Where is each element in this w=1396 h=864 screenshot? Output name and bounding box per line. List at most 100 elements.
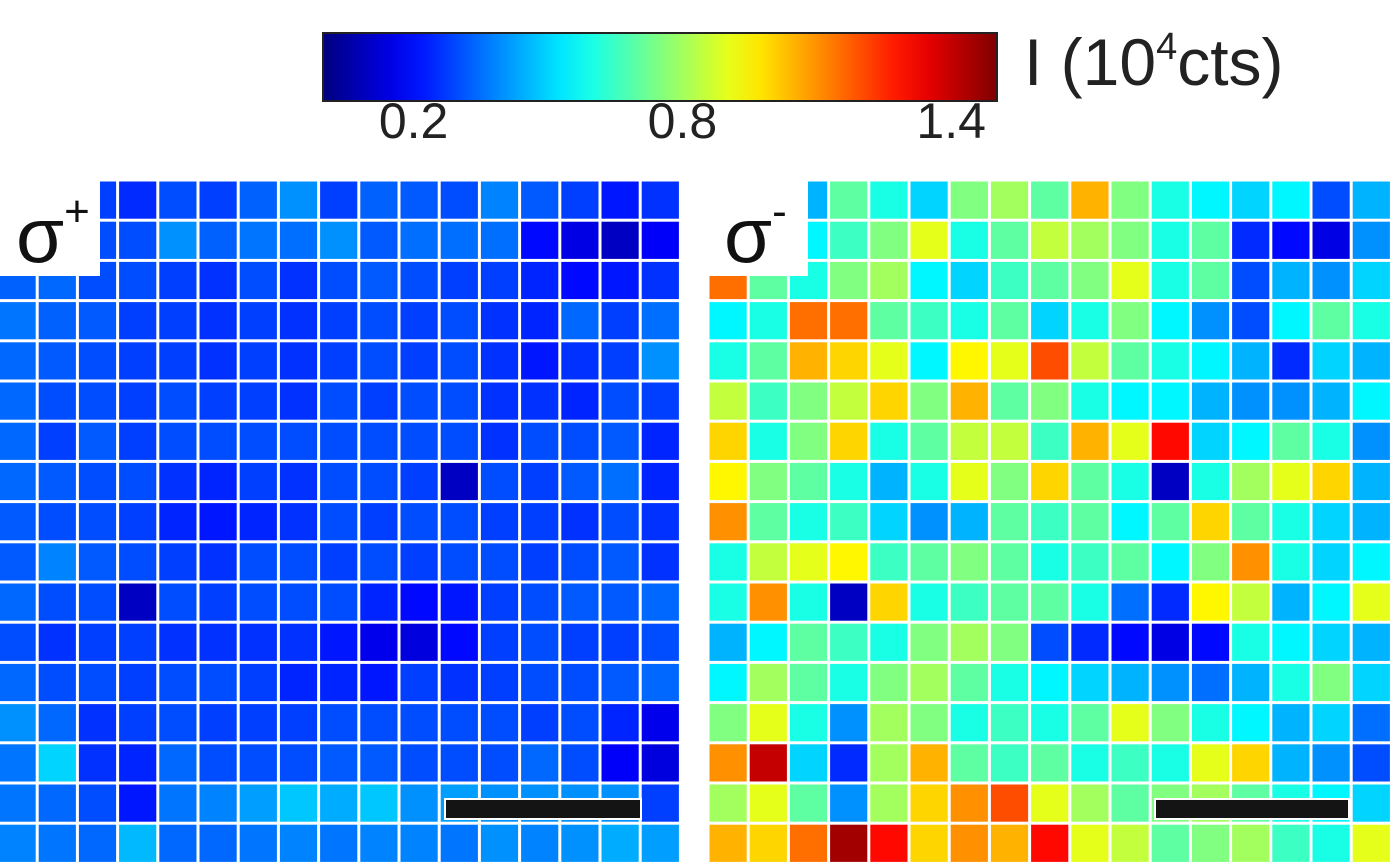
- heatmap-cell: [199, 382, 237, 420]
- heatmap-cell: [709, 302, 747, 340]
- heatmap-cell: [279, 623, 318, 661]
- heatmap-cell: [1272, 583, 1310, 621]
- heatmap-cell: [561, 704, 599, 742]
- heatmap-cell: [990, 422, 1029, 460]
- heatmap-cell: [910, 623, 948, 661]
- heatmap-cell: [910, 261, 948, 300]
- heatmap-cell: [1312, 824, 1350, 862]
- heatmap-cell: [830, 543, 868, 581]
- heatmap-cell: [119, 704, 157, 742]
- heatmap-cell: [440, 824, 478, 862]
- panel-label-superscript: +: [64, 187, 90, 236]
- heatmap-cell: [870, 663, 908, 702]
- heatmap-cell: [561, 824, 599, 862]
- heatmap-cell: [78, 824, 117, 862]
- heatmap-cell: [0, 744, 36, 782]
- heatmap-cell: [789, 784, 828, 822]
- heatmap-cell: [521, 824, 559, 862]
- colorbar: [322, 32, 998, 102]
- heatmap-cell: [38, 302, 76, 340]
- heatmap-cell: [601, 261, 639, 300]
- heatmap-cell: [1111, 663, 1149, 702]
- heatmap-cell: [1111, 422, 1149, 460]
- heatmap-cell: [320, 704, 358, 742]
- heatmap-cell: [1191, 824, 1230, 862]
- heatmap-cell: [709, 663, 747, 702]
- heatmap-cell: [521, 503, 559, 541]
- heatmap-cell: [1191, 744, 1230, 782]
- heatmap-cell: [119, 342, 157, 380]
- heatmap-cell: [1352, 342, 1390, 380]
- heatmap-cell: [990, 302, 1029, 340]
- heatmap-cell: [1071, 663, 1109, 702]
- heatmap-cell: [1111, 462, 1149, 501]
- heatmap-cell: [1352, 704, 1390, 742]
- heatmap-cell: [749, 784, 787, 822]
- heatmap-cell: [199, 663, 237, 702]
- heatmap-cell: [601, 704, 639, 742]
- heatmap-cell: [360, 583, 398, 621]
- heatmap-cell: [159, 342, 197, 380]
- heatmap-cell: [38, 623, 76, 661]
- heatmap-cell: [1272, 261, 1310, 300]
- heatmap-cell: [1031, 744, 1069, 782]
- heatmap-cell: [830, 382, 868, 420]
- heatmap-cell: [1352, 784, 1390, 822]
- heatmap-cell: [601, 221, 639, 259]
- heatmap-cell: [561, 503, 599, 541]
- colorbar-label: I (104cts): [1024, 26, 1284, 99]
- heatmap-cell: [239, 543, 277, 581]
- heatmap-cell: [119, 663, 157, 702]
- heatmap-cell: [830, 583, 868, 621]
- heatmap-cell: [950, 623, 988, 661]
- heatmap-cell: [480, 623, 519, 661]
- heatmap-cell: [0, 422, 36, 460]
- heatmap-cell: [789, 583, 828, 621]
- heatmap-cell: [990, 382, 1029, 420]
- heatmap-cell: [641, 221, 679, 259]
- heatmap-cell: [910, 503, 948, 541]
- heatmap-cell: [1232, 342, 1270, 380]
- heatmap-cell: [990, 503, 1029, 541]
- heatmap-cell: [400, 824, 438, 862]
- heatmap-cell: [641, 583, 679, 621]
- heatmap-cell: [990, 704, 1029, 742]
- heatmap-cell: [279, 181, 318, 219]
- heatmap-cell: [521, 704, 559, 742]
- heatmap-cell: [789, 824, 828, 862]
- heatmap-cell: [400, 181, 438, 219]
- heatmap-cell: [1071, 221, 1109, 259]
- heatmap-cell: [119, 462, 157, 501]
- heatmap-cell: [709, 784, 747, 822]
- heatmap-cell: [279, 704, 318, 742]
- heatmap-cell: [119, 583, 157, 621]
- heatmap-cell: [910, 302, 948, 340]
- heatmap-cell: [789, 422, 828, 460]
- heatmap-cell: [910, 543, 948, 581]
- heatmap-cell: [1312, 462, 1350, 501]
- heatmap-cell: [950, 663, 988, 702]
- heatmap-cell: [239, 422, 277, 460]
- heatmap-cell: [1352, 382, 1390, 420]
- heatmap-cell: [601, 503, 639, 541]
- heatmap-cell: [400, 261, 438, 300]
- heatmap-cell: [830, 422, 868, 460]
- heatmap-cell: [239, 382, 277, 420]
- heatmap-cell: [119, 181, 157, 219]
- heatmap-cell: [1272, 382, 1310, 420]
- scale-bar: [1154, 798, 1350, 820]
- heatmap-cell: [749, 342, 787, 380]
- heatmap-cell: [1312, 744, 1350, 782]
- heatmap-cell: [119, 221, 157, 259]
- heatmap-cell: [38, 744, 76, 782]
- heatmap-cell: [1312, 583, 1350, 621]
- heatmap-cell: [1191, 503, 1230, 541]
- heatmap-cell: [601, 302, 639, 340]
- heatmap-cell: [1111, 342, 1149, 380]
- heatmap-cell: [360, 663, 398, 702]
- heatmap-cell: [159, 261, 197, 300]
- heatmap-cell: [521, 623, 559, 661]
- heatmap-cell: [990, 181, 1029, 219]
- heatmap-cell: [990, 623, 1029, 661]
- heatmap-cell: [1071, 824, 1109, 862]
